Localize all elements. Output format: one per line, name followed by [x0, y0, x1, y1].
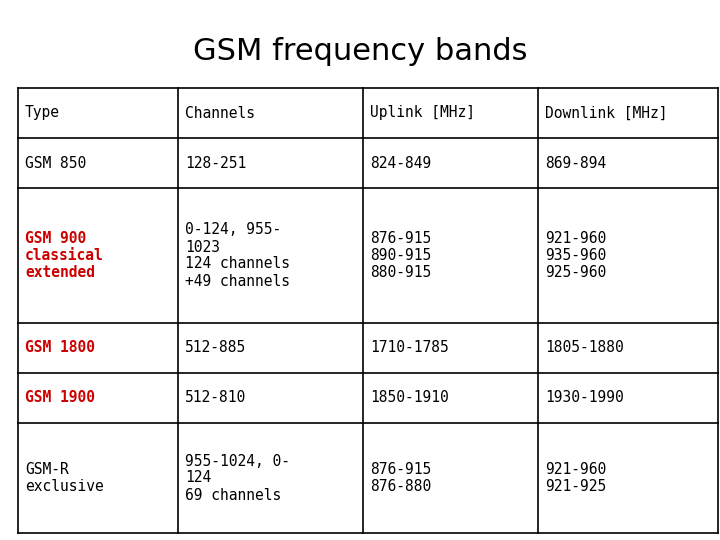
Text: Type: Type	[25, 105, 60, 120]
Text: 1023: 1023	[185, 240, 220, 254]
Text: 124: 124	[185, 470, 211, 485]
Text: 890-915: 890-915	[370, 248, 431, 263]
Text: 925-960: 925-960	[545, 265, 606, 280]
Text: 512-810: 512-810	[185, 390, 246, 406]
Text: 869-894: 869-894	[545, 156, 606, 171]
Text: 876-880: 876-880	[370, 479, 431, 494]
Text: 921-960: 921-960	[545, 462, 606, 477]
Text: 124 channels: 124 channels	[185, 256, 290, 272]
Text: Channels: Channels	[185, 105, 255, 120]
Text: 921-960: 921-960	[545, 231, 606, 246]
Text: 880-915: 880-915	[370, 265, 431, 280]
Text: classical: classical	[25, 248, 104, 263]
Text: GSM 900: GSM 900	[25, 231, 86, 246]
Text: GSM 1900: GSM 1900	[25, 390, 95, 406]
Text: Uplink [MHz]: Uplink [MHz]	[370, 105, 475, 120]
Text: exclusive: exclusive	[25, 479, 104, 494]
Text: 1710-1785: 1710-1785	[370, 341, 449, 355]
Text: 1930-1990: 1930-1990	[545, 390, 624, 406]
Text: GSM 850: GSM 850	[25, 156, 86, 171]
Text: 512-885: 512-885	[185, 341, 246, 355]
Text: 935-960: 935-960	[545, 248, 606, 263]
Text: Downlink [MHz]: Downlink [MHz]	[545, 105, 667, 120]
Text: 921-925: 921-925	[545, 479, 606, 494]
Text: 824-849: 824-849	[370, 156, 431, 171]
Text: 128-251: 128-251	[185, 156, 246, 171]
Text: 1850-1910: 1850-1910	[370, 390, 449, 406]
Text: 876-915: 876-915	[370, 462, 431, 477]
Text: 876-915: 876-915	[370, 231, 431, 246]
Text: GSM-R: GSM-R	[25, 462, 68, 477]
Text: 0-124, 955-: 0-124, 955-	[185, 222, 282, 238]
Text: +49 channels: +49 channels	[185, 273, 290, 288]
Text: 1805-1880: 1805-1880	[545, 341, 624, 355]
Text: 69 channels: 69 channels	[185, 488, 282, 503]
Text: GSM 1800: GSM 1800	[25, 341, 95, 355]
Text: extended: extended	[25, 265, 95, 280]
Text: 955-1024, 0-: 955-1024, 0-	[185, 454, 290, 469]
Text: GSM frequency bands: GSM frequency bands	[193, 37, 527, 66]
